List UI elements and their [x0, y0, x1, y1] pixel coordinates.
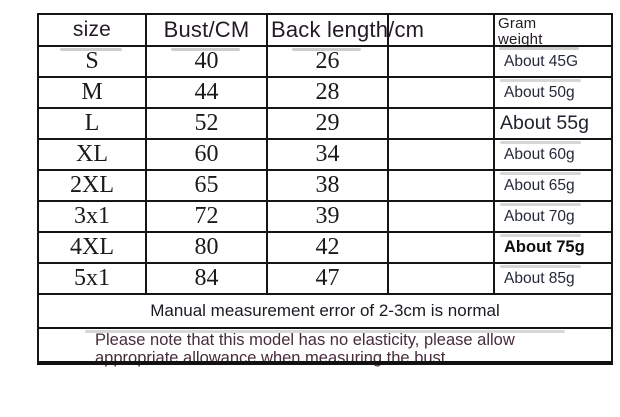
- spacer-cell: [389, 264, 495, 295]
- spacer-cell: [389, 233, 495, 264]
- size-cell: M: [39, 78, 147, 109]
- gram-weight-cell: About 75g: [495, 233, 611, 264]
- spacer-cell: [389, 140, 495, 171]
- back-length-cell: 39: [268, 202, 389, 233]
- bust-cell: 72: [147, 202, 268, 233]
- back-length-cell: 28: [268, 78, 389, 109]
- back-length-cell: 34: [268, 140, 389, 171]
- gram-weight-cell: About 60g: [495, 140, 611, 171]
- col-header-size: size: [39, 15, 147, 51]
- bust-cell: 84: [147, 264, 268, 295]
- bust-cell: 44: [147, 78, 268, 109]
- spacer-cell: [389, 47, 495, 78]
- spacer-cell: [389, 109, 495, 140]
- gram-weight-cell: About 70g: [495, 202, 611, 233]
- bust-cell: 52: [147, 109, 268, 140]
- back-length-cell: 29: [268, 109, 389, 140]
- size-cell: 4XL: [39, 233, 147, 264]
- gram-weight-label: Gram weight: [498, 15, 543, 48]
- col-header-gram-weight: Gram weight: [495, 15, 611, 50]
- size-cell: 2XL: [39, 171, 147, 202]
- col-header-bust: Bust/CM: [147, 15, 268, 51]
- bust-cell: 60: [147, 140, 268, 171]
- spacer-cell: [389, 78, 495, 109]
- col-header-spacer: [389, 15, 495, 47]
- size-table: size Bust/CM Back length/cm Gram weight …: [37, 13, 613, 367]
- bust-cell: 65: [147, 171, 268, 202]
- elasticity-note: Please note that this model has no elast…: [39, 329, 611, 367]
- gram-weight-cell: About 55g: [495, 109, 611, 140]
- spacer-cell: [389, 202, 495, 233]
- bust-cell: 80: [147, 233, 268, 264]
- gram-weight-cell: About 50g: [495, 78, 611, 109]
- size-cell: S: [39, 47, 147, 78]
- spacer-cell: [389, 171, 495, 202]
- measurement-note: Manual measurement error of 2-3cm is nor…: [39, 295, 611, 333]
- size-cell: 3x1: [39, 202, 147, 233]
- table-bottom-border: [37, 361, 613, 365]
- back-length-cell: 26: [268, 47, 389, 78]
- size-cell: 5x1: [39, 264, 147, 295]
- gram-weight-cell: About 85g: [495, 264, 611, 295]
- size-cell: XL: [39, 140, 147, 171]
- size-cell: L: [39, 109, 147, 140]
- back-length-cell: 47: [268, 264, 389, 295]
- gram-weight-cell: About 65g: [495, 171, 611, 202]
- back-length-cell: 42: [268, 233, 389, 264]
- col-header-back-length: Back length/cm: [268, 15, 424, 51]
- bust-cell: 40: [147, 47, 268, 78]
- back-length-cell: 38: [268, 171, 389, 202]
- gram-weight-cell: About 45G: [495, 47, 611, 78]
